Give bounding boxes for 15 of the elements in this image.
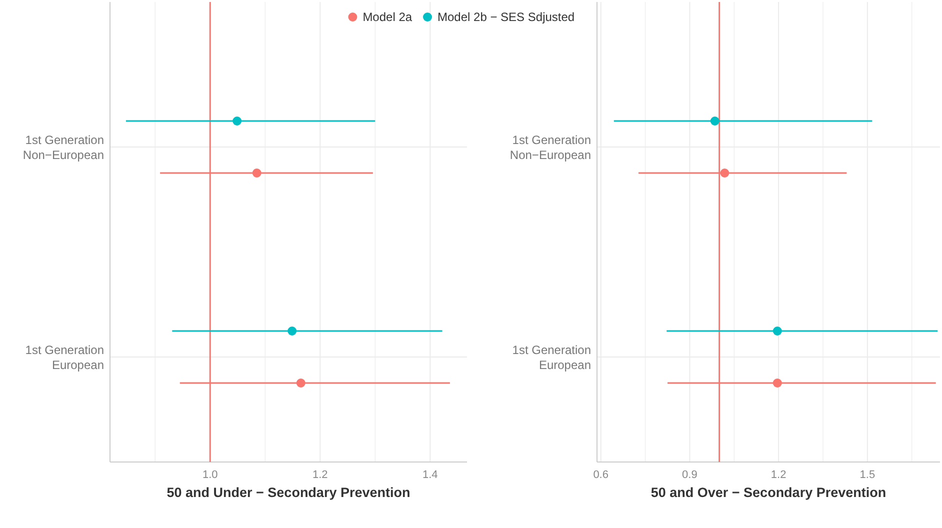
y-tick-label: 1st Generation Non−European (22, 133, 104, 162)
x-axis-title: 50 and Over − Secondary Prevention (650, 485, 886, 500)
y-tick-label: 1st Generation European (512, 343, 591, 372)
x-axis-title: 50 and Under − Secondary Prevention (166, 485, 410, 500)
x-tick-label: 1.2 (770, 469, 786, 481)
legend-label: Model 2a (362, 10, 412, 24)
x-tick-label: 1.5 (860, 469, 876, 481)
x-tick-label: 0.6 (593, 469, 608, 481)
x-tick-label: 1.0 (202, 469, 218, 481)
x-tick-label: 0.9 (682, 469, 698, 481)
legend-label: Model 2b − SES Sdjusted (438, 10, 575, 24)
x-tick-label: 1.4 (422, 469, 438, 481)
x-tick-label: 1.2 (312, 469, 328, 481)
y-tick-label: 1st Generation European (25, 343, 104, 372)
y-tick-label: 1st Generation Non−European (510, 133, 591, 162)
